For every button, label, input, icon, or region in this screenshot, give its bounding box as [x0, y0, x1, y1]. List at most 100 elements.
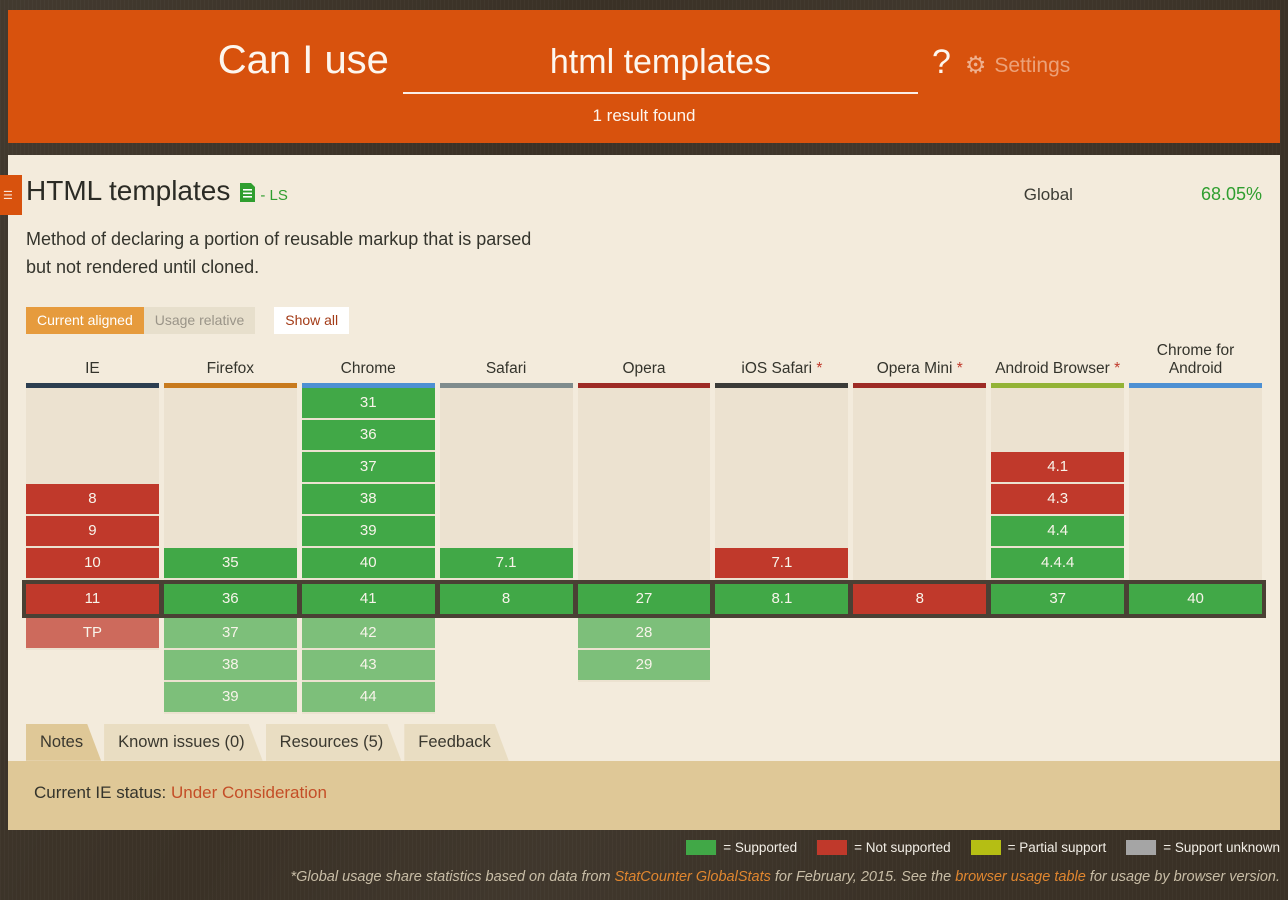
browser-color-bar — [26, 382, 159, 388]
browser-header: Opera Mini * — [853, 342, 987, 388]
feature-title: HTML templates — [26, 175, 231, 206]
support-cell: 29 — [577, 649, 711, 682]
support-cell: 39 — [301, 515, 435, 548]
support-cell: 8 — [439, 580, 573, 618]
support-cell: 7.1 — [715, 547, 849, 580]
feature-panel: HTML templates - LS Global 68.05% Method… — [8, 155, 1280, 830]
ie-status-link[interactable]: Under Consideration — [171, 782, 327, 802]
support-cell: 38 — [163, 649, 297, 682]
support-cell: 4.1 — [991, 451, 1125, 484]
support-cell: 8 — [853, 580, 987, 618]
browser-color-bar — [163, 382, 297, 388]
legend-item: = Supported — [686, 840, 797, 855]
support-cell: TP — [26, 617, 159, 650]
support-cell: 37 — [991, 580, 1125, 618]
browser-color-bar — [1129, 382, 1262, 388]
legend-swatch — [817, 840, 848, 855]
support-cell: 37 — [301, 451, 435, 484]
tab-known-issues-0[interactable]: Known issues (0) — [104, 724, 263, 761]
support-cell: 8.1 — [715, 580, 849, 618]
browser-usage-table-link[interactable]: browser usage table — [955, 869, 1086, 885]
support-cell: 39 — [163, 681, 297, 714]
support-cell: 44 — [301, 681, 435, 714]
support-cell: 8 — [26, 483, 159, 516]
support-cell: 10 — [26, 547, 159, 580]
notes-label: Current IE status: — [34, 782, 171, 802]
current-aligned-button[interactable]: Current aligned — [26, 307, 144, 334]
settings-button[interactable]: ⚙ Settings — [965, 54, 1070, 78]
browser-header: Chrome for Android — [1129, 342, 1262, 388]
tab-resources-5[interactable]: Resources (5) — [266, 724, 402, 761]
support-cell: 41 — [301, 580, 435, 618]
browser-color-bar — [439, 382, 573, 388]
support-cell: 43 — [301, 649, 435, 682]
browser-header: iOS Safari * — [715, 342, 849, 388]
support-cell: 37 — [163, 617, 297, 650]
settings-label: Settings — [994, 54, 1071, 77]
legend-label: = Partial support — [1007, 840, 1107, 855]
usage-value: 68.05% — [1200, 184, 1262, 204]
legend-swatch — [1126, 840, 1157, 855]
global-usage: Global 68.05% — [1024, 184, 1262, 205]
support-cell: 36 — [301, 419, 435, 452]
browser-color-bar — [301, 382, 435, 388]
usage-note-asterisk: * — [812, 359, 823, 377]
legend-swatch — [686, 840, 717, 855]
result-count: 1 result found — [592, 106, 696, 125]
legend-item: = Support unknown — [1126, 840, 1280, 855]
support-cell: 11 — [26, 580, 159, 618]
gear-icon: ⚙ — [964, 52, 987, 79]
help-question-mark[interactable]: ? — [931, 43, 951, 81]
column-track — [439, 387, 573, 618]
detail-tabs: Notes Known issues (0) Resources (5) Feedba… — [26, 724, 1262, 761]
support-cell: 27 — [577, 580, 711, 618]
support-table: IE Firefox Chrome Safari Opera iOS Safari * Op… — [22, 342, 1266, 714]
statcounter-link[interactable]: StatCounter GlobalStats — [614, 869, 771, 885]
notes-panel: Current IE status: Under Consideration — [8, 760, 1280, 830]
legend-item: = Partial support — [970, 840, 1107, 855]
column-track — [853, 387, 987, 618]
support-cell: 4.3 — [991, 483, 1125, 516]
legend-swatch — [970, 840, 1001, 855]
tab-feedback[interactable]: Feedback — [404, 724, 508, 761]
spec-doc-icon[interactable] — [240, 183, 256, 202]
browser-header: Chrome — [301, 342, 435, 388]
support-cell: 7.1 — [439, 547, 573, 580]
search-wrap — [402, 43, 918, 94]
browser-color-bar — [715, 382, 849, 388]
support-cell: 28 — [577, 617, 711, 650]
browser-color-bar — [853, 382, 987, 388]
show-all-button[interactable]: Show all — [274, 307, 350, 334]
browser-color-bar — [991, 382, 1125, 388]
column-track — [1129, 387, 1262, 618]
browser-header: Opera — [577, 342, 711, 388]
attribution-text: *Global usage share statistics based on … — [290, 869, 615, 885]
browser-header: IE — [26, 342, 159, 388]
support-legend: = Supported = Not supported = Partial supp… — [8, 840, 1280, 855]
page-footer: = Supported = Not supported = Partial supp… — [8, 840, 1280, 885]
tab-notes[interactable]: Notes — [26, 724, 101, 761]
side-share-tab[interactable]: ☰ — [0, 175, 22, 215]
browser-header: Android Browser * — [991, 342, 1125, 388]
browser-header: Safari — [439, 342, 573, 388]
attribution-text: for usage by browser version. — [1085, 869, 1280, 885]
support-cell: 38 — [301, 483, 435, 516]
search-input[interactable] — [402, 43, 918, 94]
legend-label: = Supported — [723, 840, 798, 855]
share-icon: ☰ — [3, 189, 13, 202]
support-cell: 31 — [301, 387, 435, 420]
usage-attribution: *Global usage share statistics based on … — [8, 869, 1280, 885]
support-cell: 35 — [163, 547, 297, 580]
browser-color-bar — [577, 382, 711, 388]
browser-header: Firefox — [163, 342, 297, 388]
usage-label: Global — [1023, 185, 1073, 204]
spec-status[interactable]: - LS — [260, 187, 288, 204]
usage-relative-button[interactable]: Usage relative — [143, 307, 256, 334]
feature-description: Method of declaring a portion of reusabl… — [26, 229, 532, 277]
support-cell: 4.4 — [991, 515, 1125, 548]
support-cell: 4.4.4 — [991, 547, 1125, 580]
attribution-text: for February, 2015. See the — [770, 869, 956, 885]
site-title: Can I use — [217, 38, 389, 82]
support-cell: 42 — [301, 617, 435, 650]
